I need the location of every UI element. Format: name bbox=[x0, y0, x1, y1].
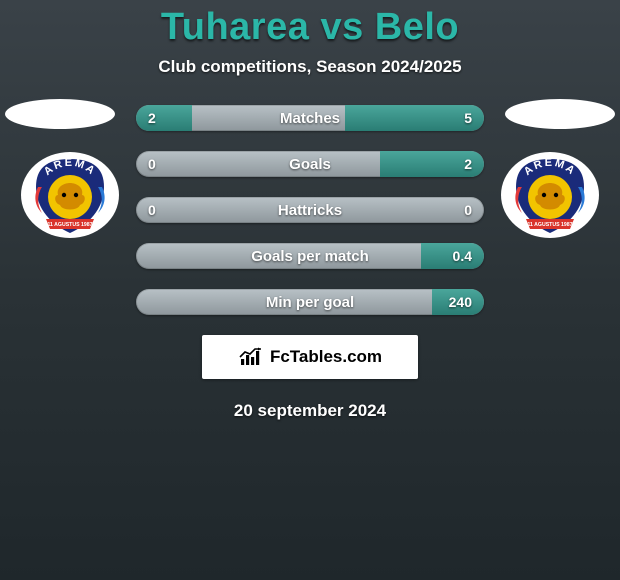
stat-row: Min per goal240 bbox=[136, 289, 484, 315]
stat-row: 0Hattricks0 bbox=[136, 197, 484, 223]
brand-text: FcTables.com bbox=[270, 347, 382, 367]
brand-badge: FcTables.com bbox=[202, 335, 418, 379]
stat-row: Goals per match0.4 bbox=[136, 243, 484, 269]
player1-name: Tuharea bbox=[161, 6, 310, 48]
stat-value-right: 0 bbox=[452, 197, 484, 223]
stat-label: Goals bbox=[136, 151, 484, 177]
stat-label: Goals per match bbox=[136, 243, 484, 269]
stat-value-right: 240 bbox=[437, 289, 484, 315]
stat-row: 2Matches5 bbox=[136, 105, 484, 131]
player2-name: Belo bbox=[375, 6, 459, 48]
svg-text:11 AGUSTUS 1987: 11 AGUSTUS 1987 bbox=[527, 222, 572, 228]
player2-platform bbox=[505, 99, 615, 129]
stat-value-right: 2 bbox=[452, 151, 484, 177]
page-title: Tuharea vs Belo bbox=[0, 6, 620, 49]
stats-bars: 2Matches50Goals20Hattricks0Goals per mat… bbox=[136, 105, 484, 315]
date-line: 20 september 2024 bbox=[0, 401, 620, 421]
player1-club-crest: AREMA 11 AGUSTUS 1987 bbox=[20, 151, 120, 239]
stat-label: Min per goal bbox=[136, 289, 484, 315]
stat-row: 0Goals2 bbox=[136, 151, 484, 177]
subtitle: Club competitions, Season 2024/2025 bbox=[0, 57, 620, 77]
comparison-stage: AREMA 11 AGUSTUS 1987 AREMA 11 AGUSTUS 1… bbox=[0, 105, 620, 315]
stat-value-right: 5 bbox=[452, 105, 484, 131]
stat-label: Hattricks bbox=[136, 197, 484, 223]
player2-club-crest: AREMA 11 AGUSTUS 1987 bbox=[500, 151, 600, 239]
brand-chart-icon bbox=[238, 347, 264, 367]
stat-value-right: 0.4 bbox=[441, 243, 484, 269]
vs-text: vs bbox=[320, 6, 363, 48]
svg-text:11 AGUSTUS 1987: 11 AGUSTUS 1987 bbox=[47, 222, 92, 228]
player1-platform bbox=[5, 99, 115, 129]
stat-label: Matches bbox=[136, 105, 484, 131]
